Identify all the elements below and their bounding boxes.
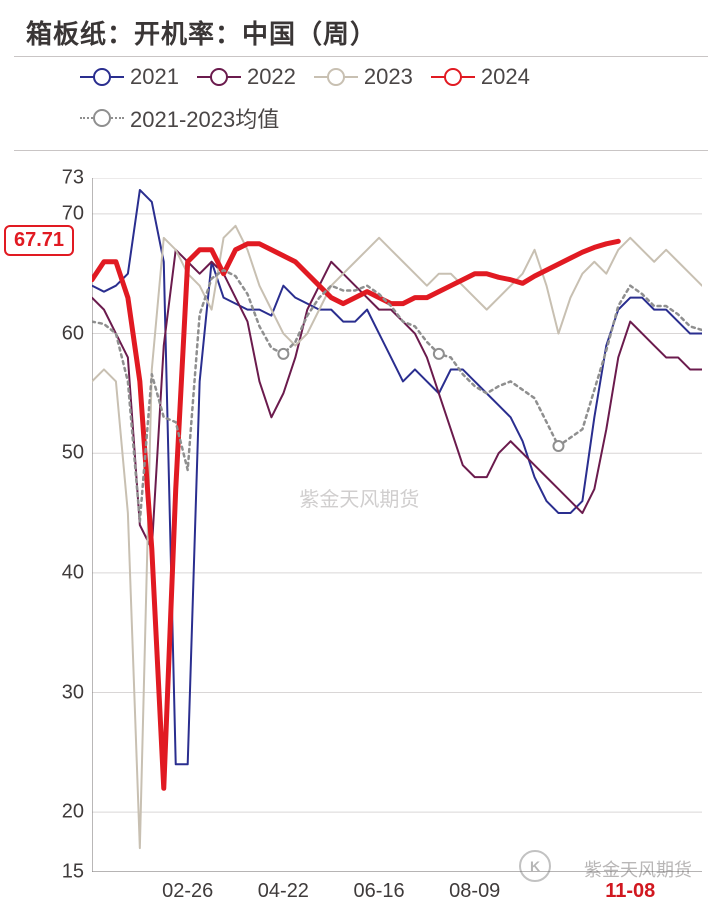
- series-marker-icon: [553, 441, 563, 451]
- legend-item-2022: 2022: [197, 64, 296, 90]
- y-tick-label: 73: [34, 167, 84, 190]
- legend-label: 2024: [481, 64, 530, 90]
- legend-label: 2023: [364, 64, 413, 90]
- legend-marker-icon: [80, 67, 124, 87]
- legend-item-2021-2023均值: 2021-2023均值: [80, 102, 279, 134]
- title-divider: [14, 56, 708, 57]
- legend-marker-icon: [431, 67, 475, 87]
- x-tick-label: 11-08: [605, 880, 655, 903]
- y-tick-label: 70: [34, 202, 84, 225]
- series-marker-icon: [434, 349, 444, 359]
- y-tick-label: 60: [34, 322, 84, 345]
- legend-divider: [14, 150, 708, 151]
- legend-item-2021: 2021: [80, 64, 179, 90]
- footer-logo-text: K: [530, 858, 540, 874]
- chart-svg: [92, 178, 702, 872]
- footer-logo-icon: K: [519, 850, 551, 882]
- series-marker-icon: [278, 349, 288, 359]
- y-tick-label: 40: [34, 561, 84, 584]
- x-tick-label: 02-26: [162, 880, 213, 903]
- legend: 2021 2022 2023 2024 2021-2023均值: [80, 64, 702, 134]
- legend-marker-icon: [314, 67, 358, 87]
- series-2021: [92, 190, 702, 764]
- legend-label: 2021-2023均值: [130, 102, 279, 134]
- legend-label: 2021: [130, 64, 179, 90]
- chart-title: 箱板纸：开机率：中国（周）: [26, 14, 377, 51]
- x-tick-label: 06-16: [353, 880, 404, 903]
- y-tick-label: 20: [34, 801, 84, 824]
- y-tick-label: 15: [34, 861, 84, 884]
- y-tick-label: 30: [34, 681, 84, 704]
- legend-marker-icon: [80, 108, 124, 128]
- series-2024: [92, 241, 618, 788]
- page-root: 箱板纸：开机率：中国（周） 2021 2022 2023 2024 2021-2023均…: [0, 0, 722, 920]
- legend-item-2023: 2023: [314, 64, 413, 90]
- y-tick-label: 50: [34, 442, 84, 465]
- x-tick-label: 08-09: [449, 880, 500, 903]
- x-tick-label: 04-22: [258, 880, 309, 903]
- legend-item-2024: 2024: [431, 64, 530, 90]
- chart-plot-area: [92, 178, 702, 872]
- current-value-badge: 67.71: [4, 225, 74, 256]
- legend-marker-icon: [197, 67, 241, 87]
- legend-label: 2022: [247, 64, 296, 90]
